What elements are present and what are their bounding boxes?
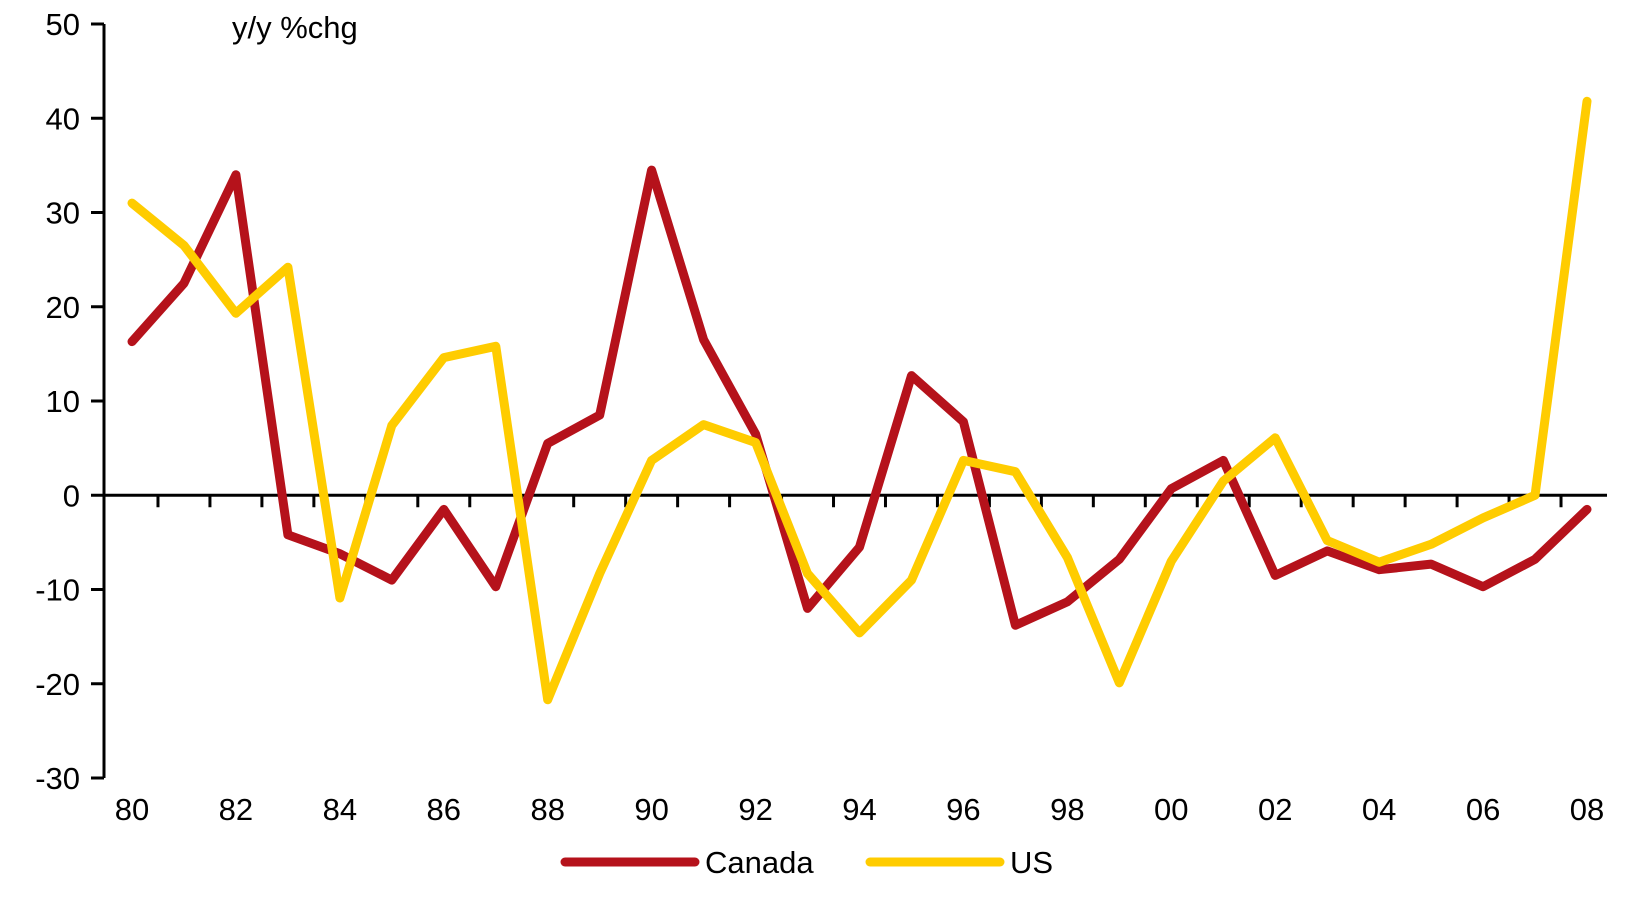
x-tick-label: 92 <box>738 792 772 827</box>
legend: Canada US <box>560 845 1053 880</box>
series-line-canada <box>127 165 1592 630</box>
y-axis-unit-label: y/y %chg <box>232 10 358 45</box>
series-lines <box>127 96 1592 705</box>
y-tick-label: -30 <box>35 761 80 796</box>
series-line-us <box>127 96 1592 705</box>
y-tick-label: 10 <box>46 384 80 419</box>
legend-label-us: US <box>1010 845 1053 880</box>
legend-label-canada: Canada <box>705 845 814 880</box>
y-axis-ticks: 50 40 30 20 10 0 -10 -20 -30 <box>35 7 104 796</box>
x-tick-label: 82 <box>219 792 253 827</box>
x-tick-label: 04 <box>1362 792 1396 827</box>
y-tick-label: 30 <box>46 196 80 231</box>
y-tick-label: 0 <box>63 478 80 513</box>
y-tick-label: -10 <box>35 573 80 608</box>
x-tick-label: 00 <box>1154 792 1188 827</box>
x-tick-label: 80 <box>115 792 149 827</box>
x-tick-label: 94 <box>842 792 876 827</box>
y-tick-label: 20 <box>46 290 80 325</box>
y-tick-label: 50 <box>46 7 80 42</box>
x-tick-label: 88 <box>530 792 564 827</box>
y-tick-label: -20 <box>35 667 80 702</box>
x-tick-label: 90 <box>634 792 668 827</box>
x-tick-label: 98 <box>1050 792 1084 827</box>
x-tick-label: 84 <box>323 792 357 827</box>
x-tick-label: 96 <box>946 792 980 827</box>
x-tick-label: 08 <box>1570 792 1604 827</box>
x-tick-label: 86 <box>427 792 461 827</box>
x-tick-label: 02 <box>1258 792 1292 827</box>
y-tick-label: 40 <box>46 101 80 136</box>
x-tick-label: 06 <box>1466 792 1500 827</box>
x-axis-ticks: 80 82 84 86 88 90 92 94 96 98 00 02 04 06 08 <box>115 495 1604 827</box>
